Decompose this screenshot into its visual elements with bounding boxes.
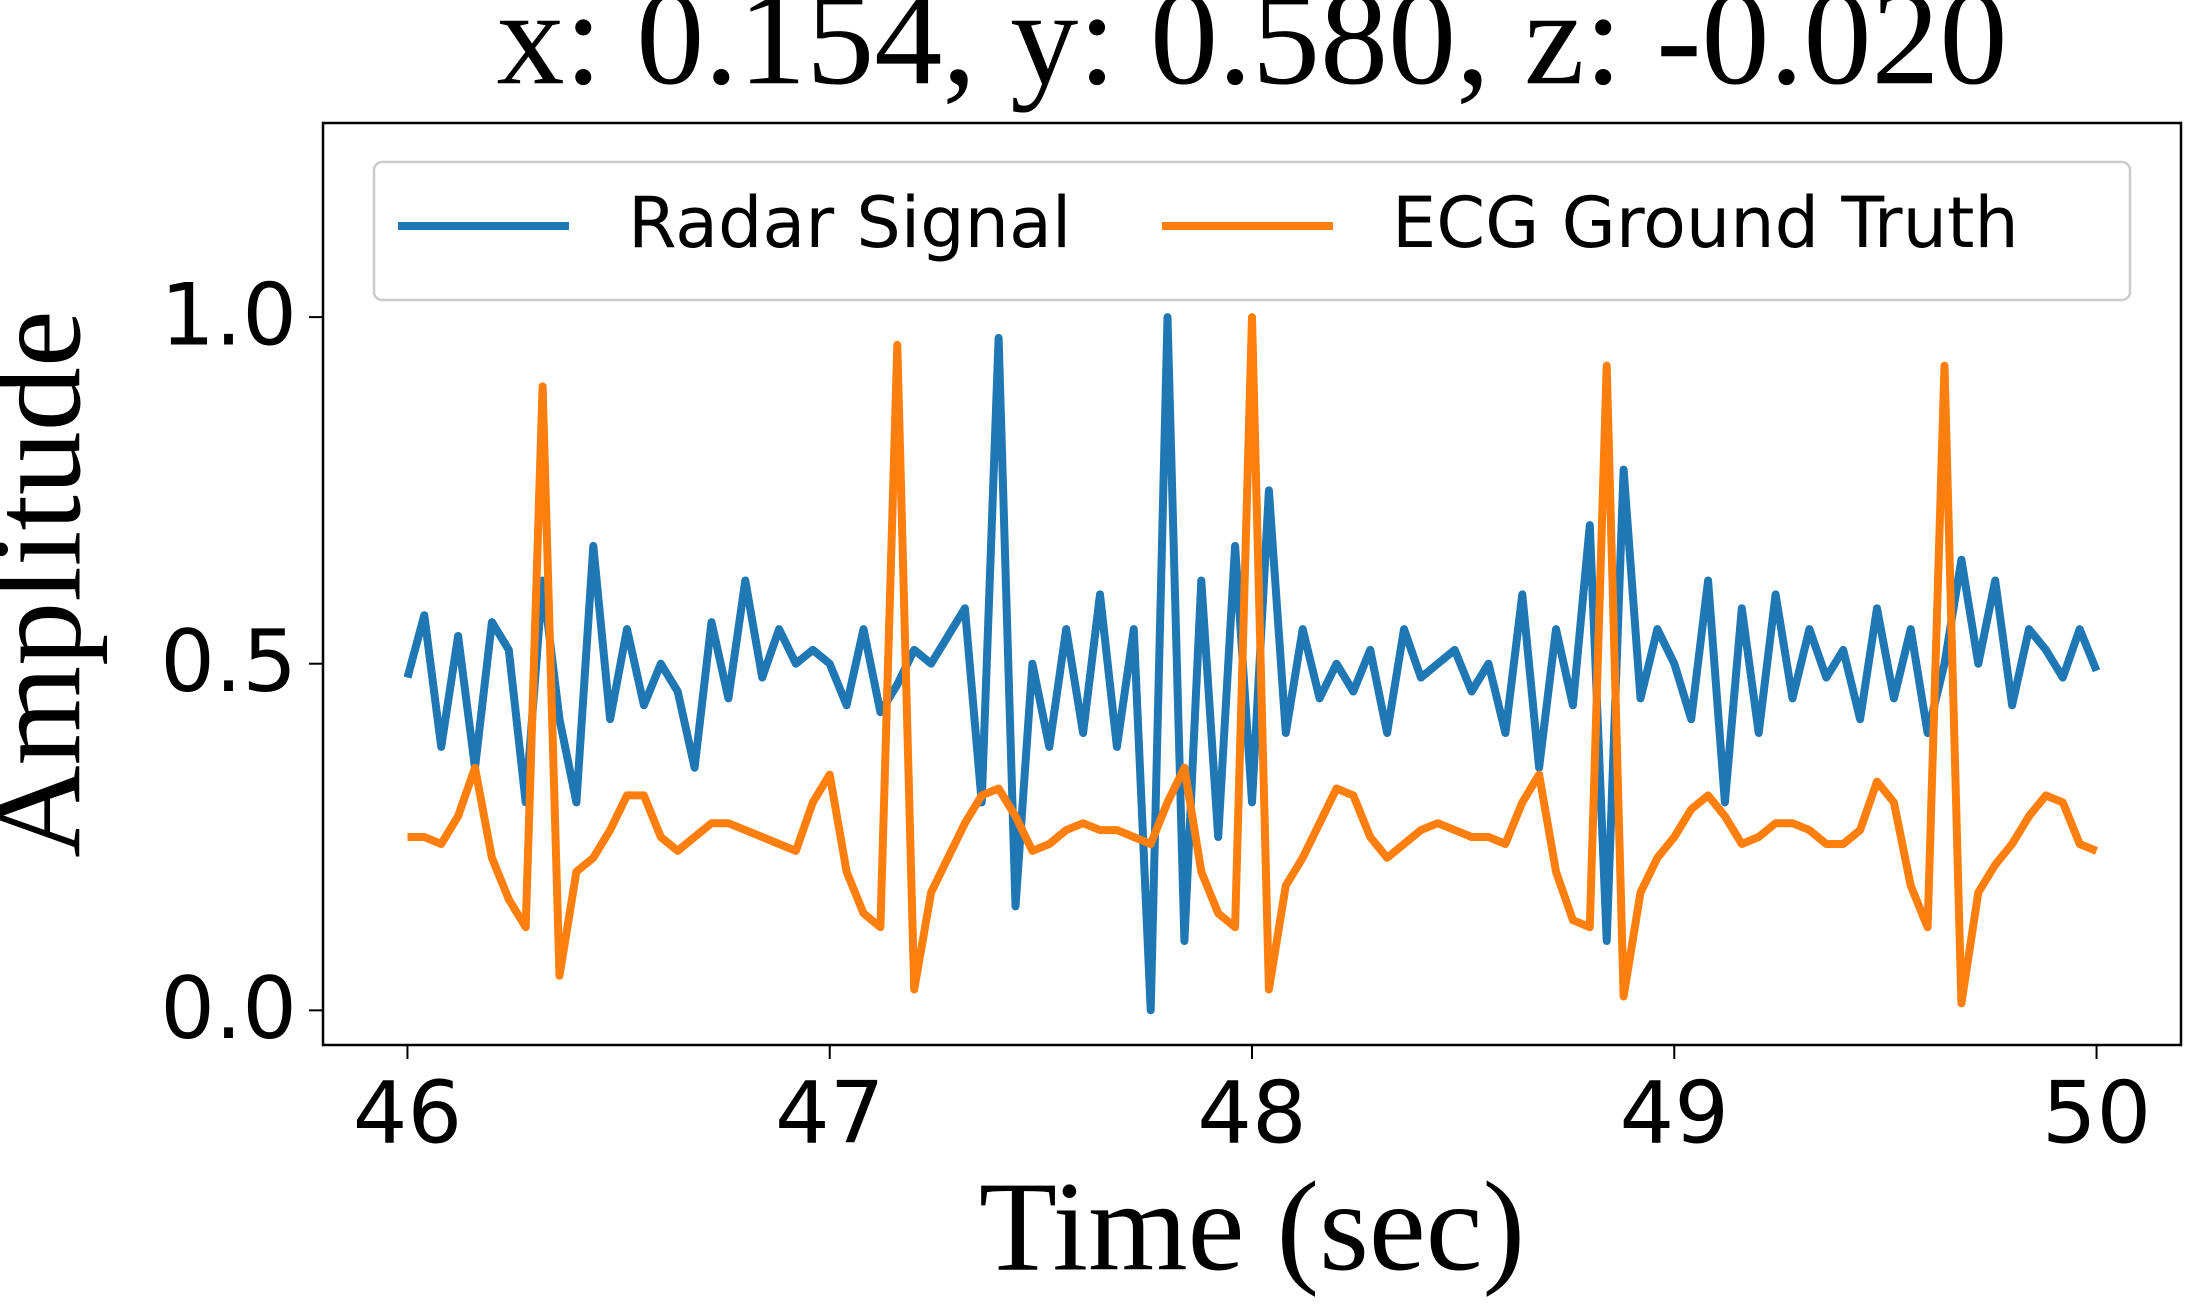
axes-frame <box>321 121 2183 1047</box>
legend-label: Radar Signal <box>628 182 1071 264</box>
x-tick-label: 49 <box>1620 1063 1729 1163</box>
x-tick-label: 50 <box>2042 1063 2151 1163</box>
x-tick-label: 47 <box>775 1063 884 1163</box>
y-tick-label: 0.5 <box>160 612 297 712</box>
series-line <box>407 313 2099 1008</box>
y-tick-label: 0.0 <box>160 959 297 1059</box>
series-line <box>403 313 2101 1015</box>
x-tick-label: 46 <box>353 1063 462 1163</box>
legend-label: ECG Ground Truth <box>1392 182 2019 264</box>
x-tick-label: 48 <box>1197 1063 1306 1163</box>
chart-title: x: 0.154, y: 0.580, z: -0.020 <box>496 0 2007 113</box>
y-tick-label: 1.0 <box>160 266 297 366</box>
x-axis-label: Time (sec) <box>979 1155 1525 1297</box>
legend-frame <box>372 160 2132 302</box>
y-axis-label: Amplitude <box>0 310 107 858</box>
